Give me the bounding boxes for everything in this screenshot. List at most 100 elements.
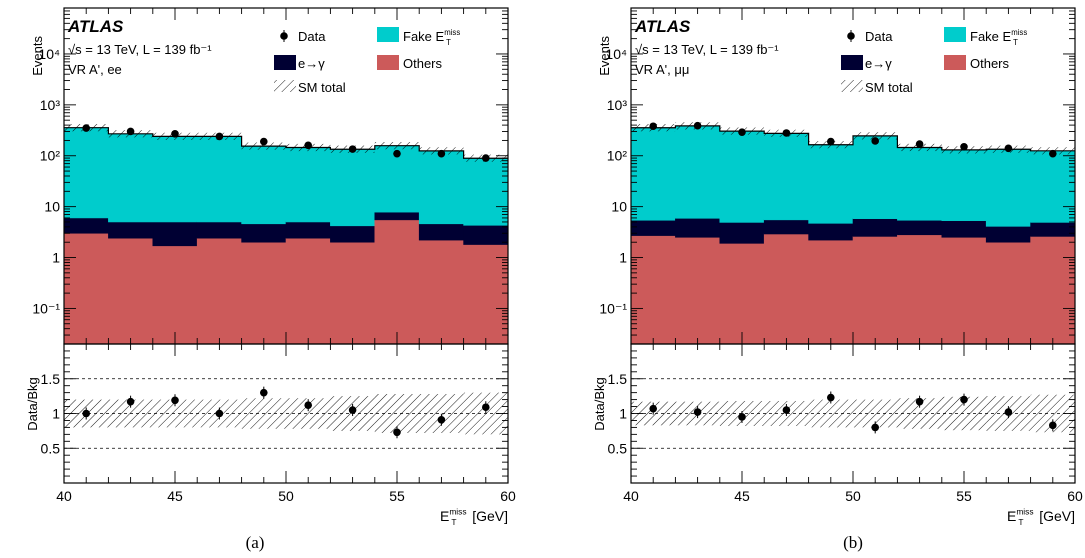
ratio-point (393, 428, 401, 437)
legend-fake-met-swatch (944, 27, 966, 42)
bar-fakeetmiss-bin-5 (285, 147, 331, 223)
legend-sm-total-swatch (274, 80, 296, 92)
ratio-point (1049, 421, 1057, 430)
bar-e-bin-5 (285, 221, 331, 239)
legend-sm-total-swatch (841, 80, 863, 92)
bar-others-bin-5 (852, 236, 898, 345)
data-point (393, 149, 401, 158)
data-point (649, 122, 657, 131)
bar-fakeetmiss-bin-0 (63, 127, 109, 219)
ratio-point (915, 397, 924, 406)
atlas-label: ATLAS (634, 17, 691, 36)
bar-fakeetmiss-bin-9 (1030, 150, 1076, 223)
legend-others-label: Others (970, 56, 1010, 71)
sm-total-line (631, 125, 1075, 152)
ratio-point (827, 393, 835, 402)
bar-fakeetmiss-bin-6 (330, 148, 376, 227)
bar-e-bin-7 (374, 211, 420, 221)
bar-e-bin-4 (241, 223, 287, 243)
ratio-point (960, 395, 968, 404)
x-tick-label: 60 (500, 488, 516, 504)
legend-fake-met-label: Fake Emiss T (970, 28, 1027, 47)
legend-others-swatch (944, 55, 966, 70)
data-point (126, 127, 135, 136)
y-tick-label: 10² (40, 148, 61, 164)
bar-e-bin-3 (196, 221, 242, 239)
atlas-label: ATLAS (67, 17, 124, 36)
bar-others-bin-2 (152, 245, 198, 345)
legend-data-label: Data (298, 29, 326, 44)
ratio-y-axis-label: Data/Bkg (592, 377, 607, 430)
bar-fakeetmiss-bin-4 (241, 145, 287, 225)
bar-others-bin-3 (196, 237, 242, 345)
y-tick-label: 10⁴ (38, 46, 60, 62)
data-point (960, 142, 968, 151)
ratio-point (693, 408, 702, 416)
x-tick-label: 60 (1067, 488, 1083, 504)
bar-others-bin-3 (763, 233, 809, 345)
legend-others-label: Others (403, 56, 443, 71)
bar-e-bin-0 (630, 219, 676, 236)
ratio-y-axis-label: Data/Bkg (25, 377, 40, 430)
data-point (82, 124, 90, 132)
legend-others-swatch (377, 55, 399, 70)
ratio-point (171, 396, 179, 405)
ratio-point (1004, 408, 1013, 416)
bar-e-bin-2 (152, 221, 198, 247)
legend-e-to-gamma-swatch (274, 55, 296, 70)
legend-fake-met-label: Fake Emiss T (403, 28, 460, 47)
bar-fakeetmiss-bin-6 (897, 147, 943, 221)
legend-e-to-gamma-swatch (841, 55, 863, 70)
ratio-point (260, 388, 268, 397)
y-tick-label: 10⁻¹ (599, 300, 627, 316)
x-axis-label: Emiss T [GeV] (1007, 507, 1075, 528)
x-tick-label: 50 (845, 488, 861, 504)
y-tick-label: 10⁻¹ (32, 300, 60, 316)
bar-fakeetmiss-bin-8 (418, 150, 464, 225)
y-tick-label: 10⁴ (605, 46, 627, 62)
region-label: VR A', ee (68, 62, 122, 77)
bar-others-bin-4 (241, 241, 287, 345)
panel-caption: (b) (843, 533, 863, 552)
data-point (1049, 149, 1057, 158)
bar-fakeetmiss-bin-0 (630, 127, 676, 221)
ratio-point (215, 409, 224, 418)
ratio-tick-label: 1 (52, 406, 60, 422)
legend-e-to-gamma-label: e→γ (865, 56, 892, 71)
data-point (871, 137, 879, 145)
ratio-tick-label: 1.5 (41, 371, 61, 387)
bar-fakeetmiss-bin-8 (985, 148, 1031, 227)
x-tick-label: 55 (389, 488, 405, 504)
bar-others-bin-7 (374, 219, 420, 345)
bar-fakeetmiss-bin-5 (852, 135, 898, 219)
bar-e-bin-8 (418, 223, 464, 241)
bar-others-bin-6 (330, 241, 376, 345)
bar-e-bin-6 (330, 225, 376, 243)
legend-sm-total-label: SM total (298, 80, 346, 95)
bar-e-bin-9 (1030, 222, 1076, 237)
data-point (915, 140, 924, 148)
bar-others-bin-2 (719, 243, 765, 345)
y-tick-label: 10³ (40, 97, 61, 113)
bar-fakeetmiss-bin-7 (941, 149, 987, 221)
x-tick-label: 50 (278, 488, 294, 504)
ratio-point (437, 415, 446, 424)
y-axis-label: Events (597, 36, 612, 76)
x-tick-label: 40 (623, 488, 639, 504)
ratio-tick-label: 1 (619, 406, 627, 422)
bar-e-bin-3 (763, 219, 809, 235)
data-point (693, 121, 702, 130)
y-tick-label: 10² (607, 148, 628, 164)
data-point (304, 141, 313, 150)
y-tick-label: 1 (619, 250, 627, 266)
ratio-tick-label: 0.5 (608, 440, 628, 456)
y-tick-label: 10 (44, 199, 60, 215)
data-point (1004, 144, 1013, 153)
data-point (827, 137, 835, 146)
bar-others-bin-0 (63, 232, 109, 345)
bar-fakeetmiss-bin-3 (196, 136, 242, 223)
bar-e-bin-9 (463, 224, 509, 245)
